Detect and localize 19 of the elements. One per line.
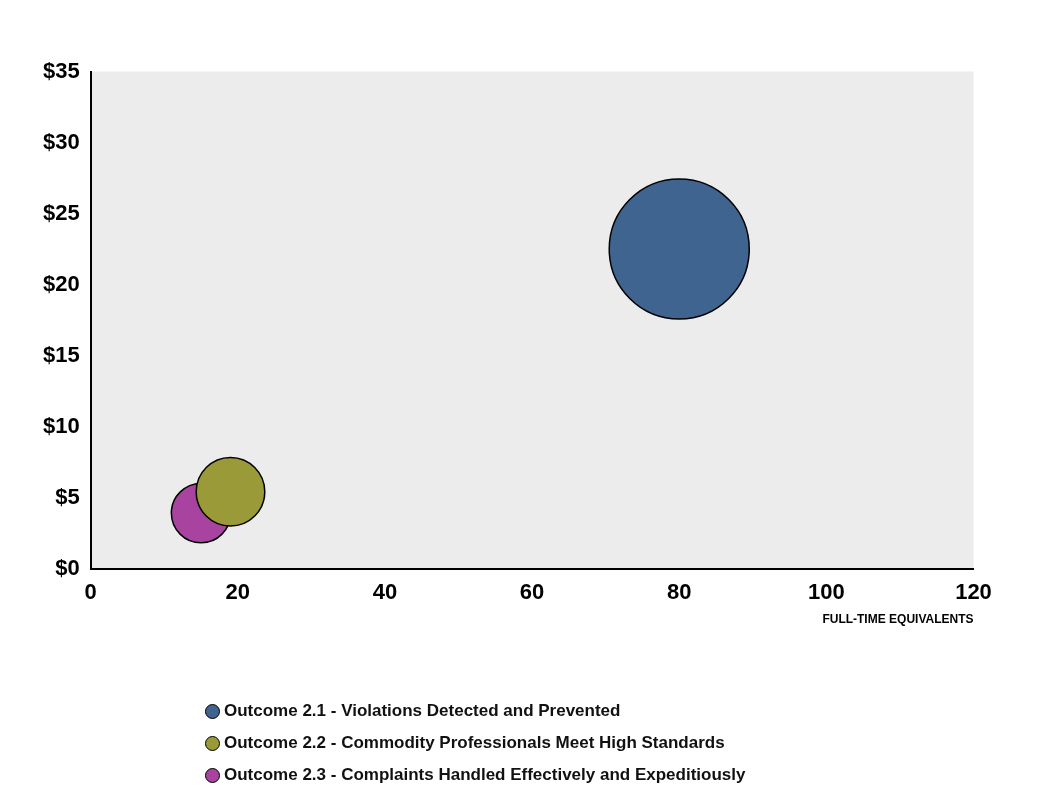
x-tick-label: 60 — [519, 578, 545, 604]
y-tick-label: $30 — [42, 128, 80, 154]
x-axis-title: FULL-TIME EQUIVALENTS — [822, 612, 974, 627]
x-tick-label: 20 — [225, 578, 251, 604]
x-tick-label: 40 — [372, 578, 398, 604]
y-tick-label: $10 — [42, 412, 80, 438]
y-tick-label: $5 — [55, 483, 80, 509]
x-tick-label: 100 — [808, 578, 845, 604]
legend-label: Outcome 2.1 - Violations Detected and Prevented — [224, 701, 621, 721]
x-tick-label: 0 — [84, 578, 97, 604]
legend-label: Outcome 2.3 - Complaints Handled Effectively and Expeditiously — [224, 765, 746, 785]
y-tick-label: $25 — [42, 199, 80, 225]
y-tick-label: $35 — [42, 57, 80, 83]
y-tick-label: $15 — [42, 341, 80, 367]
y-tick-label: $0 — [55, 554, 80, 580]
y-tick-label: $20 — [42, 270, 80, 296]
x-tick-label: 80 — [666, 578, 692, 604]
legend-label: Outcome 2.2 - Commodity Professionals Meet High Standards — [224, 733, 725, 753]
x-tick-label: 120 — [955, 578, 992, 604]
